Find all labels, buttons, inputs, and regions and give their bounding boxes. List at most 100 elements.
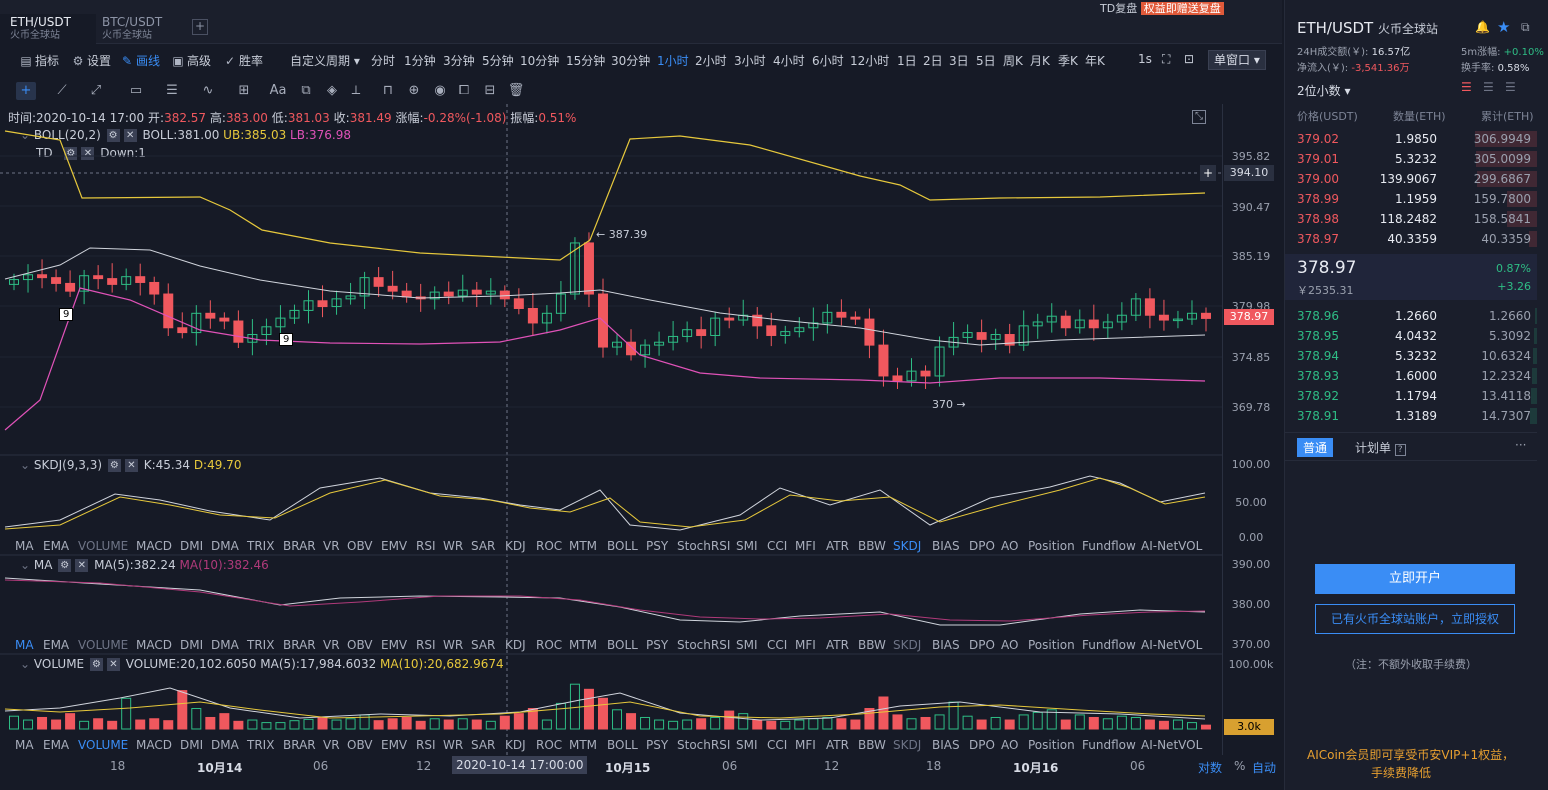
chart-canvas[interactable]	[0, 104, 1222, 755]
period-8[interactable]: 2小时	[695, 54, 727, 68]
indicator-tab-roc[interactable]: ROC	[536, 539, 563, 553]
indicator-tab-psy[interactable]: PSY	[646, 638, 669, 652]
orderbook-bids-icon[interactable]: ☰	[1505, 80, 1516, 94]
indicator-tab-kdj[interactable]: KDJ	[505, 638, 526, 652]
tab-normal-order[interactable]: 普通	[1297, 438, 1334, 457]
orderbook-row[interactable]: 379.01 5.3232 305.0099	[1285, 149, 1537, 169]
indicator-tab-smi[interactable]: SMI	[736, 738, 758, 752]
period-2[interactable]: 3分钟	[443, 54, 475, 68]
period-6[interactable]: 30分钟	[611, 54, 651, 68]
fib-tool-icon[interactable]: ⧉	[301, 83, 311, 98]
indicator-tab-boll[interactable]: BOLL	[607, 539, 638, 553]
close-icon[interactable]: ✕	[75, 559, 89, 572]
indicator-tab-psy[interactable]: PSY	[646, 738, 669, 752]
indicator-tab-skdj[interactable]: SKDJ	[893, 638, 922, 652]
open-account-button[interactable]: 立即开户	[1315, 564, 1515, 594]
period-7[interactable]: 1小时	[657, 54, 689, 68]
indicator-tab-dma[interactable]: DMA	[211, 638, 239, 652]
indicator-tab-ema[interactable]: EMA	[43, 638, 70, 652]
indicator-tab-roc[interactable]: ROC	[536, 738, 563, 752]
trash-icon[interactable]: 🗑	[507, 83, 525, 98]
indicator-tab-dpo[interactable]: DPO	[969, 638, 995, 652]
indicator-tab-ema[interactable]: EMA	[43, 738, 70, 752]
eraser-tool-icon[interactable]: ◈	[327, 83, 337, 98]
indicator-tab-wr[interactable]: WR	[443, 539, 464, 553]
orderbook-row[interactable]: 378.97 40.3359 40.3359	[1285, 229, 1537, 249]
indicator-tab-mfi[interactable]: MFI	[795, 539, 816, 553]
indicator-tab-dmi[interactable]: DMI	[180, 638, 204, 652]
percent-scale-toggle[interactable]: %	[1234, 759, 1246, 773]
indicator-tab-volume[interactable]: VOLUME	[78, 638, 129, 652]
indicator-tab-skdj[interactable]: SKDJ	[893, 539, 922, 553]
indicator-tab-macd[interactable]: MACD	[136, 539, 172, 553]
ruler-tool-icon[interactable]: ⟂	[351, 83, 361, 98]
window-mode-dropdown[interactable]: 单窗口 ▾	[1208, 50, 1266, 70]
indicator-tab-wr[interactable]: WR	[443, 638, 464, 652]
indicator-tab-brar[interactable]: BRAR	[283, 638, 316, 652]
indicator-tab-ao[interactable]: AO	[1001, 638, 1019, 652]
period-10[interactable]: 4小时	[773, 54, 805, 68]
indicator-tab-ai-netvol[interactable]: AI-NetVOL	[1141, 738, 1203, 752]
indicator-tab-kdj[interactable]: KDJ	[505, 738, 526, 752]
indicator-tab-ma[interactable]: MA	[15, 738, 34, 752]
rect-tool-icon[interactable]: ▭	[129, 83, 143, 98]
indicator-tab-macd[interactable]: MACD	[136, 638, 172, 652]
indicator-tab-boll[interactable]: BOLL	[607, 638, 638, 652]
authorize-button[interactable]: 已有火币全球站账户，立即授权	[1315, 604, 1515, 634]
orderbook-both-icon[interactable]: ☰	[1461, 80, 1472, 94]
indicator-tab-bias[interactable]: BIAS	[932, 638, 960, 652]
popout-icon[interactable]: ⧉	[1521, 20, 1530, 34]
orderbook-row[interactable]: 378.98 118.2482 158.5841	[1285, 209, 1537, 229]
indicator-tab-volume[interactable]: VOLUME	[78, 539, 129, 553]
log-scale-toggle[interactable]: 对数	[1198, 761, 1223, 775]
close-icon[interactable]: ✕	[106, 658, 120, 671]
indicator-tab-dmi[interactable]: DMI	[180, 539, 204, 553]
indicator-tab-volume[interactable]: VOLUME	[78, 738, 129, 752]
indicator-tab-vr[interactable]: VR	[323, 738, 340, 752]
gear-icon[interactable]: ⚙	[106, 129, 120, 142]
orderbook-row[interactable]: 378.91 1.3189 14.7307	[1285, 406, 1537, 426]
indicator-tab-macd[interactable]: MACD	[136, 738, 172, 752]
indicator-tab-dpo[interactable]: DPO	[969, 539, 995, 553]
help-icon[interactable]: ?	[1394, 444, 1406, 456]
period-18[interactable]: 月K	[1030, 54, 1050, 68]
time-axis[interactable]: 18 10月14 06 12 2020-10-14 17:00:00 10月15…	[0, 755, 1282, 777]
period-9[interactable]: 3小时	[734, 54, 766, 68]
period-19[interactable]: 季K	[1058, 54, 1078, 68]
orderbook-row[interactable]: 378.95 4.0432 5.3092	[1285, 326, 1537, 346]
indicator-tab-trix[interactable]: TRIX	[247, 738, 275, 752]
indicator-tab-mtm[interactable]: MTM	[569, 638, 598, 652]
indicator-tab-trix[interactable]: TRIX	[247, 539, 275, 553]
period-12[interactable]: 12小时	[850, 54, 890, 68]
advanced-button[interactable]: ▣ 高级	[172, 54, 212, 68]
indicator-tab-wr[interactable]: WR	[443, 738, 464, 752]
orderbook-row[interactable]: 378.94 5.3232 10.6324	[1285, 346, 1537, 366]
orderbook-row[interactable]: 378.93 1.6000 12.2324	[1285, 366, 1537, 386]
indicator-tab-mfi[interactable]: MFI	[795, 738, 816, 752]
indicator-tab-emv[interactable]: EMV	[381, 738, 408, 752]
indicator-tab-bbw[interactable]: BBW	[858, 539, 886, 553]
orderbook-row[interactable]: 378.99 1.1959 159.7800	[1285, 189, 1537, 209]
expand-icon[interactable]: ⤡	[1192, 110, 1206, 124]
bell-icon[interactable]: 🔔	[1475, 20, 1490, 34]
orderbook-row[interactable]: 378.96 1.2660 1.2660	[1285, 306, 1537, 326]
indicator-tab-roc[interactable]: ROC	[536, 638, 563, 652]
indicator-tab-rsi[interactable]: RSI	[416, 539, 436, 553]
indicator-tab-dma[interactable]: DMA	[211, 539, 239, 553]
indicator-tab-boll[interactable]: BOLL	[607, 738, 638, 752]
indicator-tab-ma[interactable]: MA	[15, 638, 34, 652]
text-tool-icon[interactable]: Aa	[269, 83, 287, 98]
orderbook-asks-icon[interactable]: ☰	[1483, 80, 1494, 94]
gear-icon[interactable]: ⚙	[89, 658, 103, 671]
indicator-tab-obv[interactable]: OBV	[347, 738, 373, 752]
indicator-tab-obv[interactable]: OBV	[347, 539, 373, 553]
period-1[interactable]: 1分钟	[404, 54, 436, 68]
indicator-tab-ao[interactable]: AO	[1001, 539, 1019, 553]
gear-icon[interactable]: ⚙	[107, 459, 121, 472]
indicator-tab-stochrsi[interactable]: StochRSI	[677, 638, 731, 652]
tab-btc-usdt[interactable]: BTC/USDT 火币全球站	[92, 14, 188, 44]
indicator-tab-fundflow[interactable]: Fundflow	[1082, 738, 1136, 752]
add-alert-icon[interactable]: +	[1200, 165, 1216, 181]
indicator-tab-bbw[interactable]: BBW	[858, 638, 886, 652]
auto-scale-toggle[interactable]: 自动	[1252, 761, 1277, 775]
